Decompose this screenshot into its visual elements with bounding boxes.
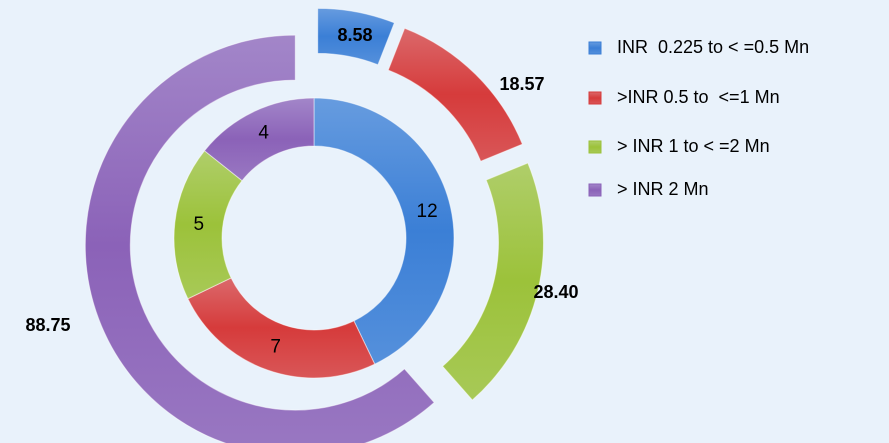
legend-marker	[588, 41, 602, 55]
data-label: 7	[270, 337, 281, 358]
data-label: 18.57	[499, 74, 544, 94]
doughnut-segment	[387, 27, 524, 162]
legend-marker	[588, 183, 602, 197]
doughnut-segment	[317, 7, 396, 66]
doughnut-segment	[441, 162, 544, 401]
data-label: 4	[258, 123, 269, 144]
doughnut-segment	[313, 97, 455, 365]
data-label: 5	[193, 214, 204, 235]
legend-text: > INR 2 Mn	[617, 179, 709, 199]
data-label: 28.40	[533, 282, 578, 302]
data-label: 88.75	[25, 315, 70, 335]
legend-text: > INR 1 to < =2 Mn	[617, 136, 770, 156]
legend-text: >INR 0.5 to <=1 Mn	[617, 87, 780, 107]
doughnut-segment	[203, 97, 315, 182]
doughnut-segment	[187, 277, 376, 379]
doughnut-segment	[84, 34, 435, 443]
legend-marker	[588, 140, 602, 154]
legend-text: INR 0.225 to < =0.5 Mn	[617, 37, 809, 57]
data-label: 8.58	[337, 25, 372, 45]
data-label: 12	[417, 201, 438, 222]
legend-marker	[588, 91, 602, 105]
